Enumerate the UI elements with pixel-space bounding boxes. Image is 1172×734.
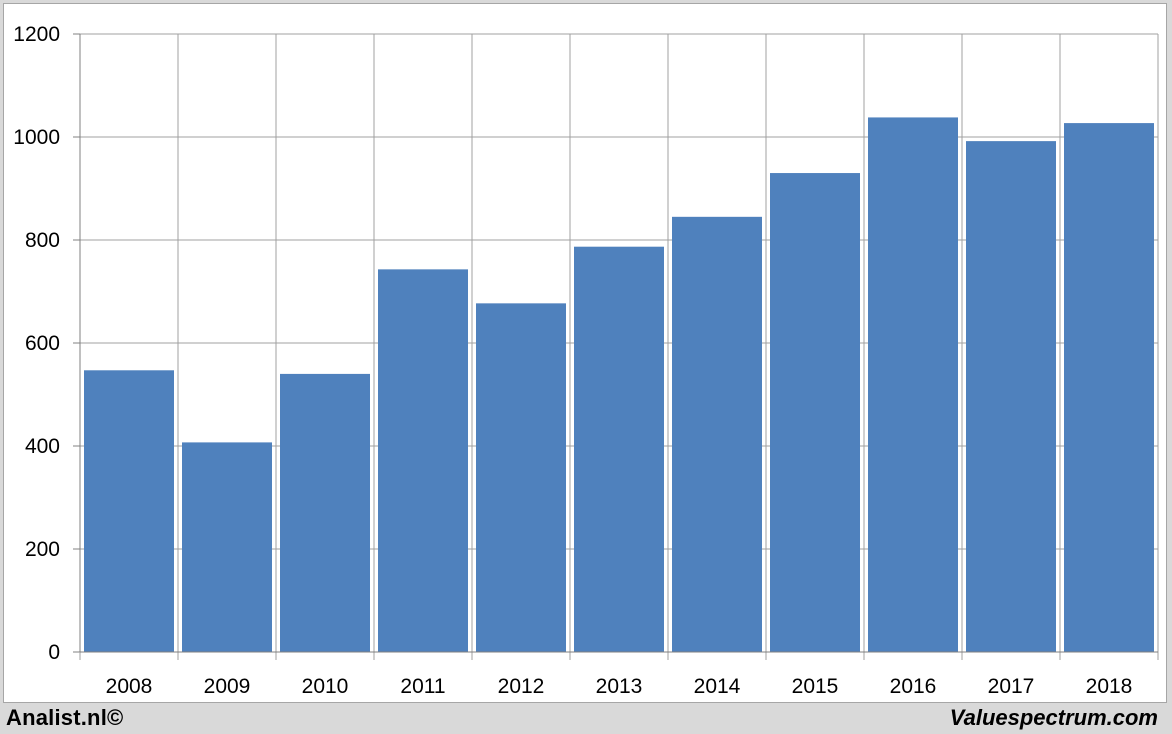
bar-2014 bbox=[672, 216, 762, 652]
footer-credit-left: Analist.nl© bbox=[6, 705, 124, 730]
bar-2017 bbox=[966, 141, 1056, 652]
y-tick-label: 0 bbox=[48, 641, 60, 664]
bar-2008 bbox=[84, 370, 174, 652]
bar-2015 bbox=[770, 173, 860, 653]
y-tick-label: 1000 bbox=[13, 126, 60, 149]
x-tick-label: 2010 bbox=[302, 675, 349, 698]
y-tick-label: 200 bbox=[25, 538, 60, 561]
bar-2018 bbox=[1064, 123, 1154, 653]
bar-2009 bbox=[182, 442, 272, 652]
x-tick-label: 2009 bbox=[204, 675, 251, 698]
y-tick-label: 600 bbox=[25, 332, 60, 355]
bar-2013 bbox=[574, 246, 664, 652]
x-tick-label: 2017 bbox=[988, 675, 1035, 698]
bar-2010 bbox=[280, 373, 370, 652]
bar-2016 bbox=[868, 117, 958, 653]
y-tick-label: 400 bbox=[25, 435, 60, 458]
x-tick-label: 2016 bbox=[890, 675, 937, 698]
x-tick-label: 2012 bbox=[498, 675, 545, 698]
x-tick-label: 2013 bbox=[596, 675, 643, 698]
x-tick-label: 2008 bbox=[106, 675, 153, 698]
x-tick-label: 2014 bbox=[694, 675, 741, 698]
bar-2011 bbox=[378, 269, 468, 652]
y-tick-label: 1200 bbox=[13, 23, 60, 46]
bar-2012 bbox=[476, 303, 566, 652]
x-tick-label: 2018 bbox=[1086, 675, 1133, 698]
x-tick-label: 2015 bbox=[792, 675, 839, 698]
footer-credit-right: Valuespectrum.com bbox=[949, 705, 1158, 730]
x-tick-label: 2011 bbox=[400, 675, 445, 698]
y-tick-label: 800 bbox=[25, 229, 60, 252]
